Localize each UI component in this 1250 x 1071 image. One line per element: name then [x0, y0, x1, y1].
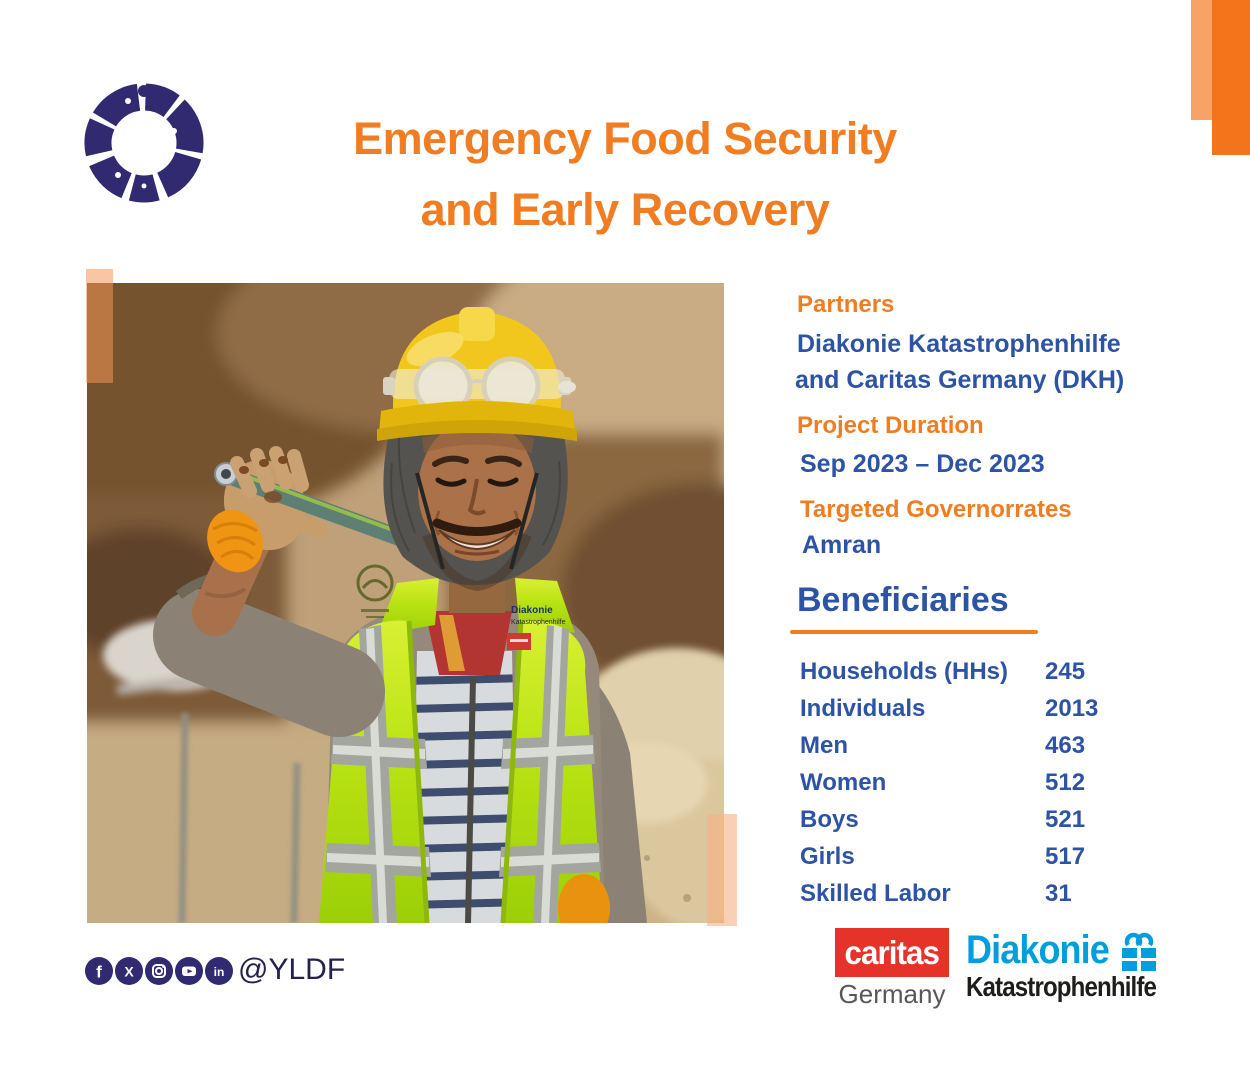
- beneficiary-row: Individuals 2013: [800, 695, 1120, 727]
- beneficiary-value: 521: [1045, 806, 1086, 833]
- svg-text:X: X: [124, 964, 134, 980]
- beneficiary-label: Households (HHs): [800, 658, 1009, 685]
- facebook-icon[interactable]: f: [85, 957, 113, 985]
- caritas-subtext: Germany: [838, 979, 946, 1009]
- diakonie-crest-icon: [1121, 932, 1156, 971]
- project-duration-value: Sep 2023 – Dec 2023: [800, 450, 1045, 478]
- yldf-logo: [78, 68, 213, 218]
- youtube-icon[interactable]: [175, 957, 203, 985]
- beneficiary-value: 31: [1045, 880, 1072, 907]
- diakonie-subtext: Katastrophenhilfe: [966, 971, 1157, 1002]
- instagram-icon[interactable]: [145, 957, 173, 985]
- svg-text:in: in: [214, 965, 225, 979]
- beneficiary-label: Skilled Labor: [800, 880, 951, 907]
- top-right-light-bar: [1191, 0, 1212, 120]
- svg-text:f: f: [96, 963, 102, 982]
- beneficiary-row: Women 512: [800, 769, 1120, 801]
- diakonie-logo: Diakonie: [966, 928, 1159, 972]
- beneficiary-label: Individuals: [800, 695, 926, 722]
- social-handle: @YLDF: [238, 953, 346, 986]
- beneficiary-row: Boys 521: [800, 806, 1120, 838]
- beneficiary-value: 463: [1045, 732, 1086, 759]
- caritas-wordmark: caritas: [844, 933, 940, 971]
- page-title-line1: Emergency Food Security: [353, 113, 897, 164]
- photo-corner-decoration-top-left: [86, 269, 113, 383]
- page-title-line2: and Early Recovery: [420, 184, 830, 235]
- partners-value-line2: and Caritas Germany (DKH): [795, 366, 1125, 394]
- project-duration-label: Project Duration: [797, 412, 984, 439]
- beneficiary-row: Households (HHs) 245: [800, 658, 1120, 690]
- targeted-governorates-label: Targeted Governorrates: [800, 496, 1072, 523]
- caritas-logo: caritas: [835, 928, 949, 977]
- partners-label: Partners: [797, 291, 895, 318]
- linkedin-icon[interactable]: in: [205, 957, 233, 985]
- beneficiary-label: Boys: [800, 806, 859, 833]
- beneficiary-value: 512: [1045, 769, 1086, 796]
- vest-print-sub: Katastrophenhilfe: [511, 619, 566, 626]
- beneficiary-label: Girls: [800, 843, 855, 870]
- beneficiaries-heading: Beneficiaries: [797, 581, 1009, 619]
- beneficiaries-underline: [790, 630, 1038, 634]
- beneficiary-label: Women: [800, 769, 887, 796]
- beneficiary-value: 517: [1045, 843, 1086, 870]
- worker-photo: Diakonie Katastrophenhilfe: [87, 283, 724, 923]
- beneficiary-row: Skilled Labor 31: [800, 880, 1120, 912]
- beneficiary-row: Men 463: [800, 732, 1120, 764]
- beneficiary-value: 2013: [1045, 695, 1099, 722]
- page-title: Emergency Food Security and Early Recove…: [205, 103, 1045, 245]
- targeted-governorates-value: Amran: [802, 531, 882, 559]
- yldf-logo-icon: [84, 83, 204, 203]
- vest-print-brand: Diakonie: [511, 605, 553, 616]
- beneficiary-label: Men: [800, 732, 848, 759]
- x-icon[interactable]: X: [115, 957, 143, 985]
- partners-value-line1: Diakonie Katastrophenhilfe: [797, 330, 1121, 358]
- beneficiary-row: Girls 517: [800, 843, 1120, 875]
- social-links: f X in: [85, 957, 233, 985]
- diakonie-wordmark: Diakonie: [966, 928, 1110, 972]
- top-right-dark-bar: [1212, 0, 1250, 155]
- photo-corner-decoration-bottom-right: [707, 814, 737, 926]
- beneficiary-value: 245: [1045, 658, 1086, 685]
